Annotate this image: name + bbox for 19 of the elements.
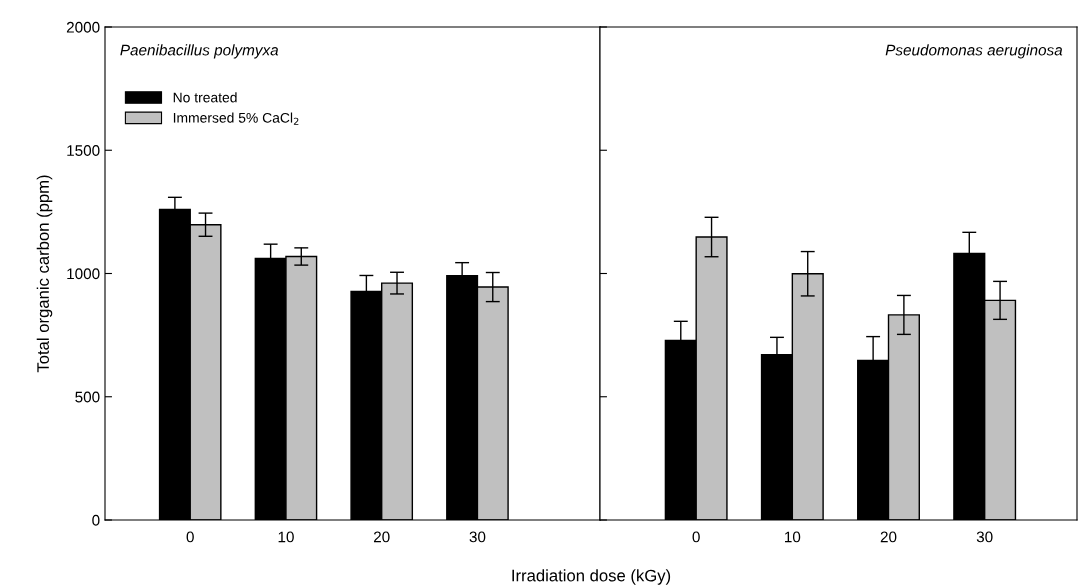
- x-tick-label: 10: [278, 531, 294, 543]
- x-tick-label: 20: [880, 531, 897, 543]
- y-tick-label: 1000: [67, 268, 100, 280]
- x-tick-label: 30: [469, 531, 486, 543]
- y-axis-title: Total organic carbon (ppm): [36, 175, 53, 373]
- x-tick-label: 0: [692, 531, 700, 543]
- text: Paenibacillus polymyxa: [120, 44, 279, 59]
- y-tick-label: 2000: [66, 21, 100, 33]
- y-tick-label: 1500: [67, 145, 100, 156]
- x-tick-label: 0: [186, 531, 194, 543]
- y-tick-label: 0: [92, 514, 100, 526]
- x-tick-label: 30: [976, 531, 993, 543]
- legend-label: No treated: [173, 92, 237, 103]
- text: Pseudomonas aeruginosa: [885, 44, 1063, 59]
- x-tick-label: 10: [785, 531, 801, 543]
- y-tick-label: 500: [75, 391, 100, 403]
- x-axis-title: Irradiation dose (kGy): [512, 569, 671, 585]
- x-tick-label: 20: [373, 531, 390, 543]
- legend-label: Immersed 5% CaCl$_{2}$: [173, 112, 299, 125]
